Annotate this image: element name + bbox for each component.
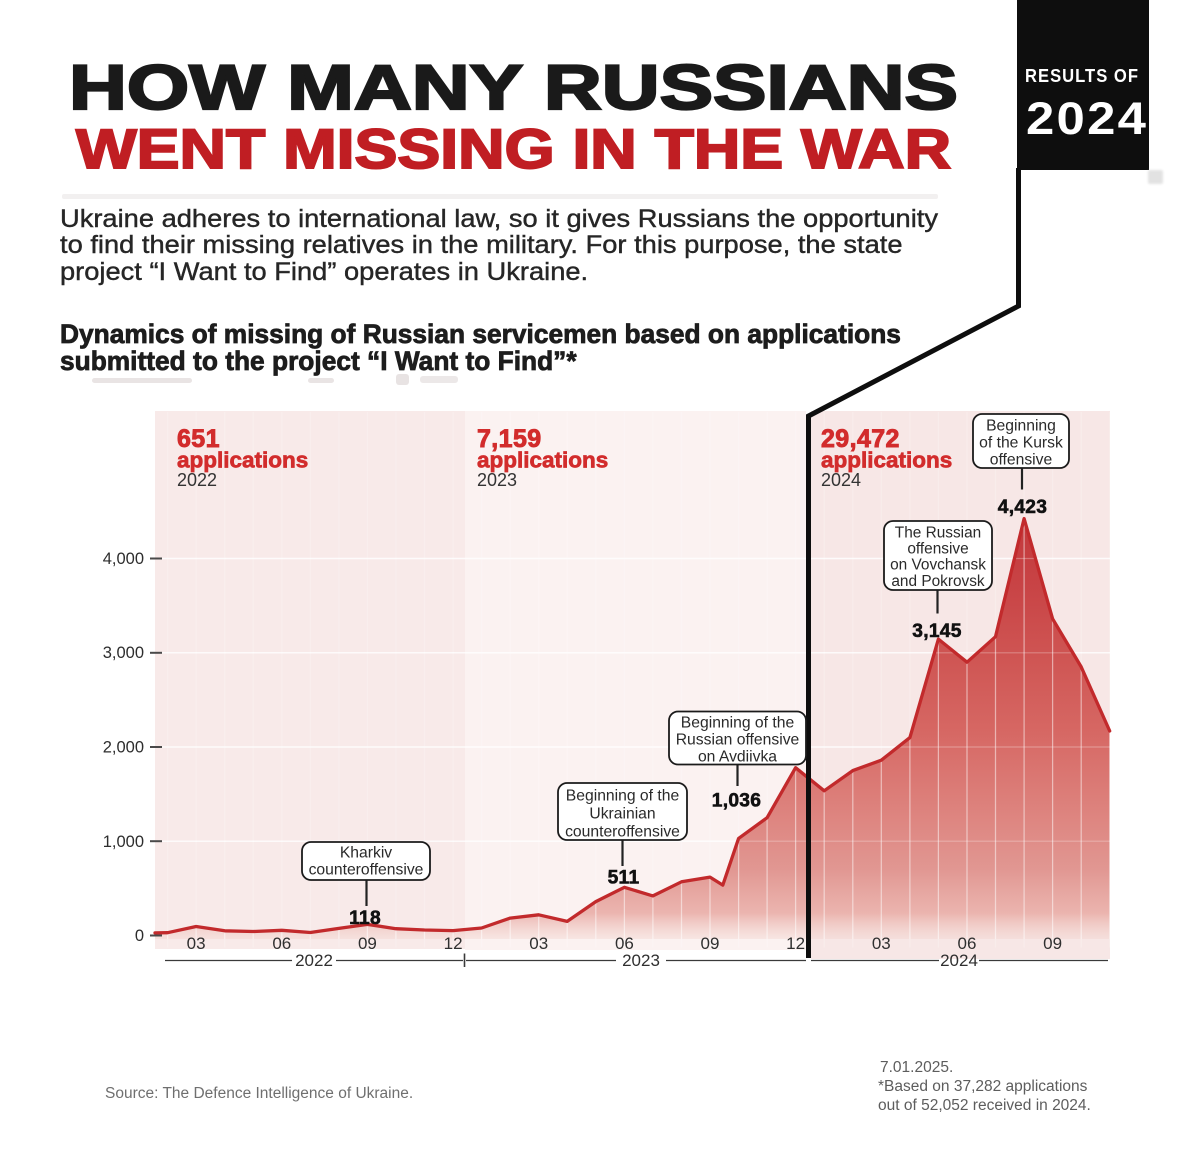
svg-text:Russian offensive: Russian offensive	[676, 732, 800, 749]
svg-text:2024: 2024	[821, 470, 861, 490]
svg-text:0: 0	[135, 927, 144, 945]
svg-text:offensive: offensive	[990, 452, 1053, 469]
svg-text:4,423: 4,423	[998, 497, 1048, 518]
svg-text:1,036: 1,036	[712, 791, 762, 812]
svg-text:Beginning of the: Beginning of the	[681, 715, 795, 732]
svg-text:09: 09	[701, 934, 720, 953]
svg-text:511: 511	[608, 868, 640, 889]
svg-text:7,159: 7,159	[477, 425, 542, 453]
svg-text:03: 03	[529, 934, 548, 953]
svg-text:2,000: 2,000	[103, 739, 144, 757]
svg-text:Kharkiv: Kharkiv	[340, 845, 392, 862]
svg-text:4,000: 4,000	[103, 550, 144, 568]
svg-text:Beginning of the: Beginning of the	[566, 788, 680, 805]
svg-text:Ukrainian: Ukrainian	[589, 806, 655, 823]
svg-text:and Pokrovsk: and Pokrovsk	[891, 573, 985, 590]
svg-text:of the Kursk: of the Kursk	[979, 435, 1063, 452]
svg-text:03: 03	[187, 934, 206, 953]
svg-text:on Vovchansk: on Vovchansk	[890, 557, 986, 574]
svg-text:applications: applications	[821, 448, 952, 473]
svg-text:651: 651	[177, 425, 220, 453]
svg-text:3,145: 3,145	[912, 621, 962, 642]
svg-text:06: 06	[958, 934, 977, 953]
svg-text:2023: 2023	[622, 951, 660, 970]
svg-text:counteroffensive: counteroffensive	[309, 862, 424, 879]
svg-text:applications: applications	[177, 448, 308, 473]
svg-text:counteroffensive: counteroffensive	[565, 824, 680, 841]
svg-text:Beginning: Beginning	[986, 418, 1056, 435]
svg-text:3,000: 3,000	[103, 644, 144, 662]
svg-text:2022: 2022	[295, 951, 333, 970]
svg-text:offensive: offensive	[907, 541, 968, 558]
svg-text:applications: applications	[477, 448, 608, 473]
svg-text:09: 09	[1043, 934, 1062, 953]
svg-text:06: 06	[272, 934, 291, 953]
svg-text:2023: 2023	[477, 470, 517, 490]
svg-text:1,000: 1,000	[103, 833, 144, 851]
svg-text:09: 09	[358, 934, 377, 953]
svg-text:29,472: 29,472	[821, 425, 900, 453]
svg-text:2022: 2022	[177, 470, 217, 490]
svg-text:03: 03	[872, 934, 891, 953]
svg-text:The Russian: The Russian	[895, 525, 981, 542]
svg-text:118: 118	[349, 908, 381, 929]
svg-text:on Avdiivka: on Avdiivka	[698, 749, 777, 766]
svg-text:2024: 2024	[940, 951, 978, 970]
svg-text:12: 12	[786, 934, 805, 953]
svg-text:06: 06	[615, 934, 634, 953]
svg-text:12: 12	[444, 934, 463, 953]
